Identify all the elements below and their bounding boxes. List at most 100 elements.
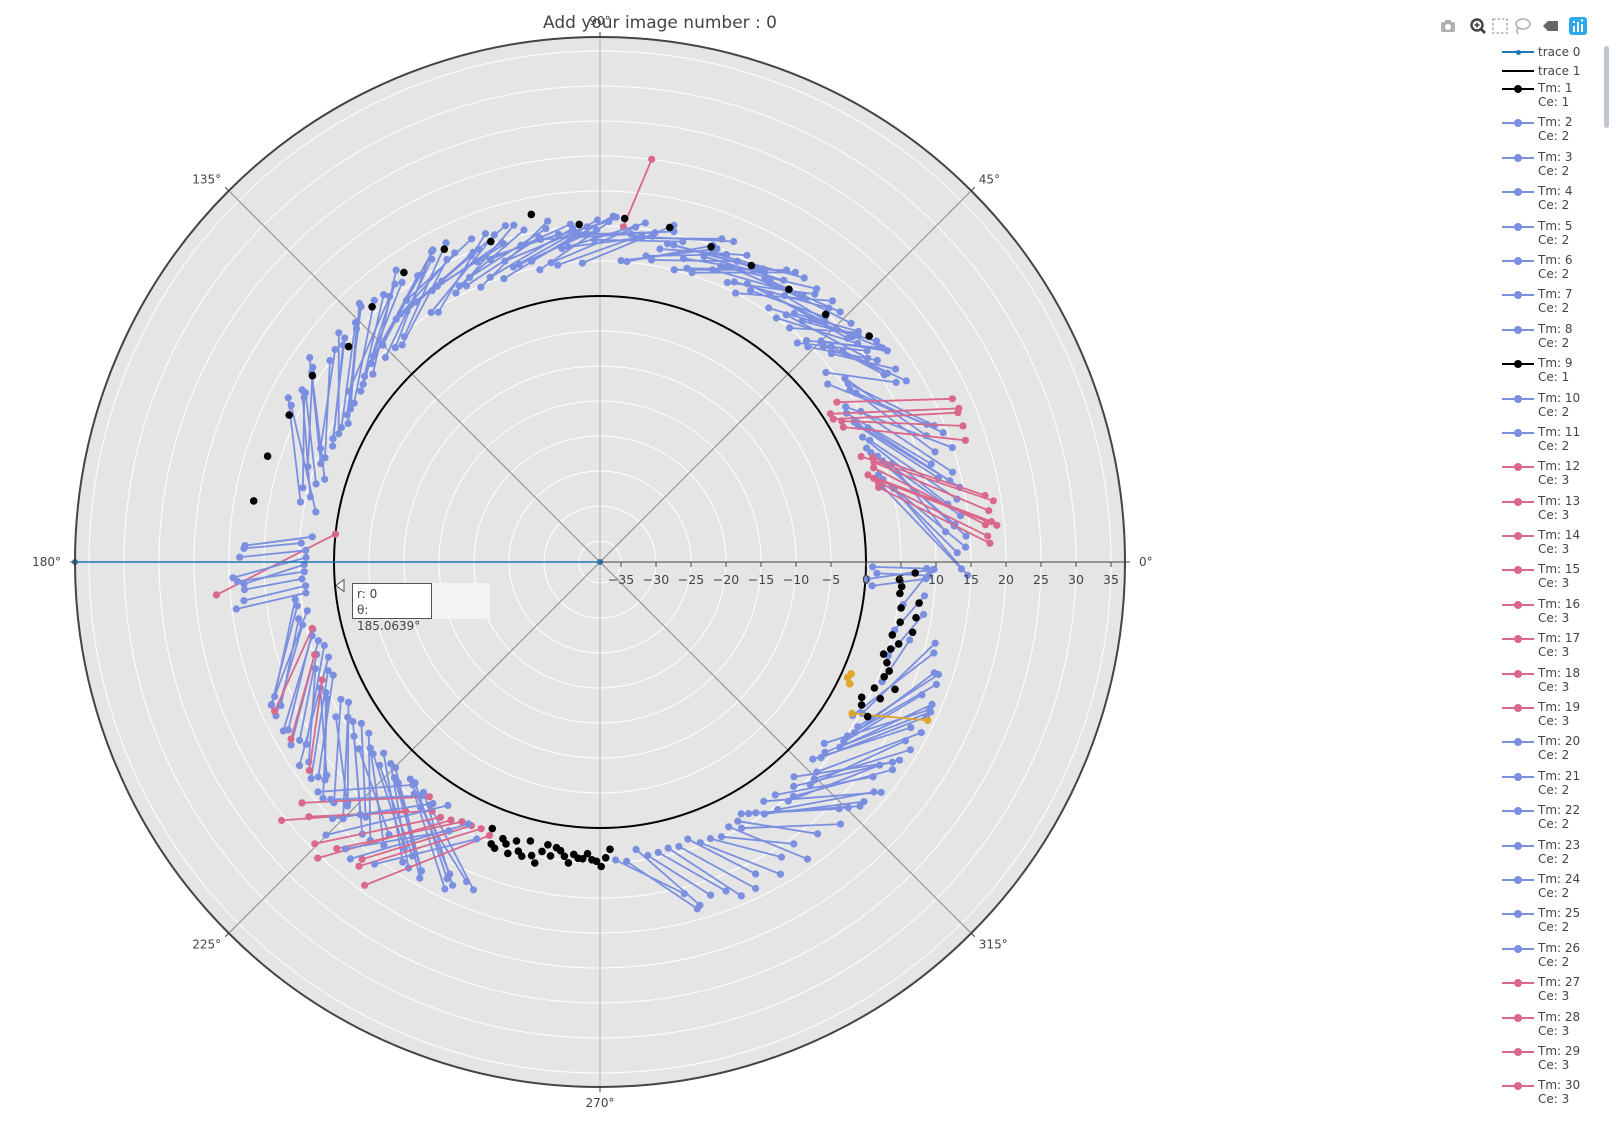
legend-item[interactable]: Tm: 20 Ce: 2 [1492, 733, 1616, 767]
pair-marker [296, 498, 305, 506]
legend-item[interactable]: Tm: 15 Ce: 3 [1492, 561, 1616, 595]
legend-item[interactable]: Tm: 8 Ce: 2 [1492, 321, 1616, 355]
pair-marker [856, 802, 864, 810]
legend-item[interactable]: Tm: 27 Ce: 3 [1492, 974, 1616, 1008]
legend-item[interactable]: Tm: 1 Ce: 1 [1492, 80, 1616, 114]
single-marker [880, 673, 888, 681]
legend-item[interactable]: Tm: 6 Ce: 2 [1492, 252, 1616, 286]
pair-marker [232, 605, 240, 613]
pair-marker [833, 398, 841, 406]
camera-icon[interactable] [1438, 16, 1458, 36]
legend-item[interactable]: Tm: 7 Ce: 2 [1492, 286, 1616, 320]
pair-marker [381, 353, 389, 362]
single-marker [583, 849, 592, 858]
legend-item[interactable]: Tm: 26 Ce: 2 [1492, 940, 1616, 974]
radial-tick-label: −5 [822, 572, 840, 587]
pair-marker [369, 750, 377, 758]
pair-line [857, 673, 939, 728]
single-marker [538, 847, 546, 856]
pair-marker [644, 851, 652, 860]
legend-item[interactable]: Tm: 28 Ce: 3 [1492, 1009, 1616, 1043]
legend-item[interactable]: Tm: 3 Ce: 2 [1492, 149, 1616, 183]
pair-marker [836, 743, 844, 751]
pair-marker [324, 667, 332, 675]
pair-line [243, 542, 302, 550]
legend-scrollbar[interactable] [1604, 46, 1609, 128]
pair-line [353, 736, 364, 835]
single-marker [527, 210, 536, 219]
legend-item[interactable]: Tm: 30 Ce: 3 [1492, 1077, 1616, 1110]
pair-marker [725, 823, 733, 831]
radial-tick-label: 35 [1103, 572, 1119, 587]
legend-marker-swatch [1514, 497, 1522, 506]
pair-marker [298, 799, 306, 807]
pair-marker [442, 239, 450, 247]
legend-item[interactable]: Tm: 10 Ce: 2 [1492, 390, 1616, 424]
legend-marker-swatch [1514, 222, 1522, 231]
pair-marker [291, 595, 299, 604]
pair-marker [278, 816, 286, 825]
single-marker [490, 844, 499, 852]
pair-marker [477, 825, 485, 833]
lasso-select-icon[interactable] [1512, 16, 1532, 36]
legend-item[interactable]: Tm: 4 Ce: 2 [1492, 183, 1616, 217]
legend-item[interactable]: Tm: 16 Ce: 3 [1492, 596, 1616, 630]
pair-marker [314, 854, 322, 862]
pair-line [877, 473, 958, 554]
legend-item[interactable]: Tm: 24 Ce: 2 [1492, 871, 1616, 905]
legend-item[interactable]: Tm: 21 Ce: 2 [1492, 768, 1616, 802]
pair-marker [307, 774, 315, 783]
pair-marker [593, 216, 602, 224]
legend-item[interactable]: Tm: 25 Ce: 2 [1492, 905, 1616, 939]
pair-marker [329, 671, 337, 679]
angular-grid-line [599, 561, 972, 934]
legend-marker-swatch [1514, 394, 1522, 403]
pair-marker [357, 302, 365, 310]
box-select-icon[interactable] [1490, 16, 1510, 36]
pair-marker [782, 266, 791, 274]
legend-item[interactable]: Tm: 9 Ce: 1 [1492, 355, 1616, 389]
pair-marker [312, 480, 320, 488]
legend-label: Tm: 22 Ce: 2 [1538, 803, 1581, 832]
pair-marker [314, 637, 322, 645]
legend-item[interactable]: Tm: 23 Ce: 2 [1492, 837, 1616, 871]
pair-marker [863, 575, 871, 583]
legend-item[interactable]: Tm: 2 Ce: 2 [1492, 114, 1616, 148]
legend-label: Tm: 15 Ce: 3 [1538, 562, 1581, 591]
pair-line [358, 827, 482, 868]
legend-item[interactable]: trace 0 [1492, 42, 1616, 61]
pair-line [372, 270, 398, 375]
pair-marker [314, 773, 322, 781]
single-marker [620, 214, 629, 223]
pair-marker [793, 339, 801, 347]
legend-item[interactable]: Tm: 12 Ce: 3 [1492, 458, 1616, 492]
legend-item[interactable]: Tm: 22 Ce: 2 [1492, 802, 1616, 836]
radial-tick-label: 0 [862, 572, 870, 587]
pair-marker [872, 337, 881, 345]
pair-marker [569, 224, 577, 232]
legend-item[interactable]: Tm: 5 Ce: 2 [1492, 218, 1616, 252]
legend-item[interactable]: Tm: 13 Ce: 3 [1492, 493, 1616, 527]
pair-marker [380, 841, 388, 850]
legend-item[interactable]: trace 1 [1492, 61, 1616, 80]
legend-item[interactable]: Tm: 19 Ce: 3 [1492, 699, 1616, 733]
pair-line [307, 668, 317, 763]
legend-label: Tm: 28 Ce: 3 [1538, 1009, 1581, 1038]
pair-marker [287, 735, 295, 743]
pair-line [620, 247, 718, 262]
legend-item[interactable]: Tm: 11 Ce: 2 [1492, 424, 1616, 458]
pair-marker [387, 760, 395, 768]
pair-marker [240, 544, 248, 553]
plotly-logo-icon[interactable] [1568, 16, 1588, 36]
single-marker [894, 640, 903, 648]
eraser-icon[interactable] [1540, 16, 1560, 36]
pair-marker [790, 773, 798, 781]
legend-item[interactable]: Tm: 14 Ce: 3 [1492, 527, 1616, 561]
pair-marker [743, 251, 751, 259]
legend-item[interactable]: Tm: 18 Ce: 3 [1492, 665, 1616, 699]
legend-item[interactable]: Tm: 29 Ce: 3 [1492, 1043, 1616, 1077]
zoom-icon[interactable] [1468, 16, 1488, 36]
single-marker [897, 604, 905, 612]
legend-item[interactable]: Tm: 17 Ce: 3 [1492, 630, 1616, 664]
pair-marker [406, 775, 414, 783]
